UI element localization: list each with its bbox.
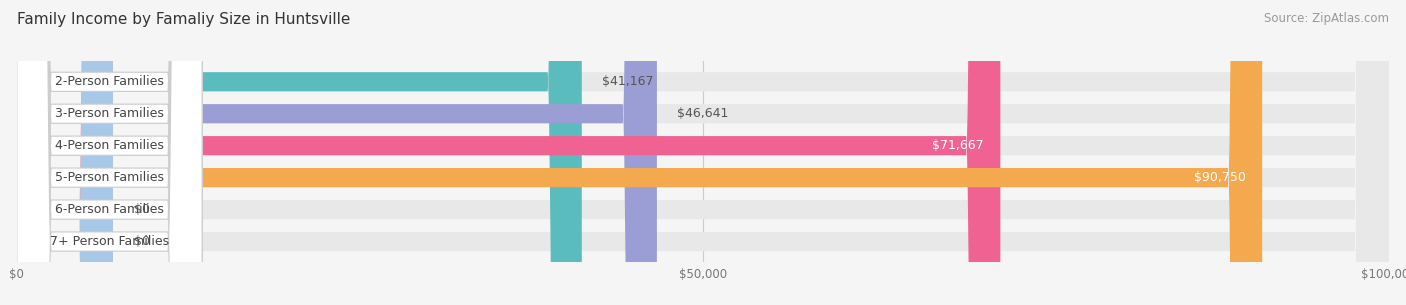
FancyBboxPatch shape	[17, 0, 1263, 305]
FancyBboxPatch shape	[17, 0, 202, 305]
Text: 5-Person Families: 5-Person Families	[55, 171, 165, 184]
FancyBboxPatch shape	[17, 0, 1389, 305]
FancyBboxPatch shape	[17, 0, 657, 305]
FancyBboxPatch shape	[17, 0, 202, 305]
FancyBboxPatch shape	[17, 0, 582, 305]
Text: $0: $0	[134, 235, 149, 248]
FancyBboxPatch shape	[17, 0, 202, 305]
Text: 6-Person Families: 6-Person Families	[55, 203, 165, 216]
Text: 4-Person Families: 4-Person Families	[55, 139, 165, 152]
Text: $41,167: $41,167	[602, 75, 654, 88]
Text: Source: ZipAtlas.com: Source: ZipAtlas.com	[1264, 12, 1389, 25]
Text: $71,667: $71,667	[932, 139, 984, 152]
Text: $46,641: $46,641	[678, 107, 728, 120]
FancyBboxPatch shape	[17, 0, 1389, 305]
Text: Family Income by Famaliy Size in Huntsville: Family Income by Famaliy Size in Huntsvi…	[17, 12, 350, 27]
Text: $0: $0	[134, 203, 149, 216]
FancyBboxPatch shape	[17, 0, 1000, 305]
FancyBboxPatch shape	[17, 0, 1389, 305]
FancyBboxPatch shape	[17, 0, 1389, 305]
Text: 7+ Person Families: 7+ Person Families	[51, 235, 169, 248]
Text: $90,750: $90,750	[1194, 171, 1246, 184]
FancyBboxPatch shape	[17, 0, 202, 305]
FancyBboxPatch shape	[17, 0, 202, 305]
Text: 3-Person Families: 3-Person Families	[55, 107, 165, 120]
Text: 2-Person Families: 2-Person Families	[55, 75, 165, 88]
FancyBboxPatch shape	[17, 0, 202, 305]
FancyBboxPatch shape	[17, 0, 112, 305]
FancyBboxPatch shape	[17, 0, 1389, 305]
FancyBboxPatch shape	[17, 0, 112, 305]
FancyBboxPatch shape	[17, 0, 1389, 305]
